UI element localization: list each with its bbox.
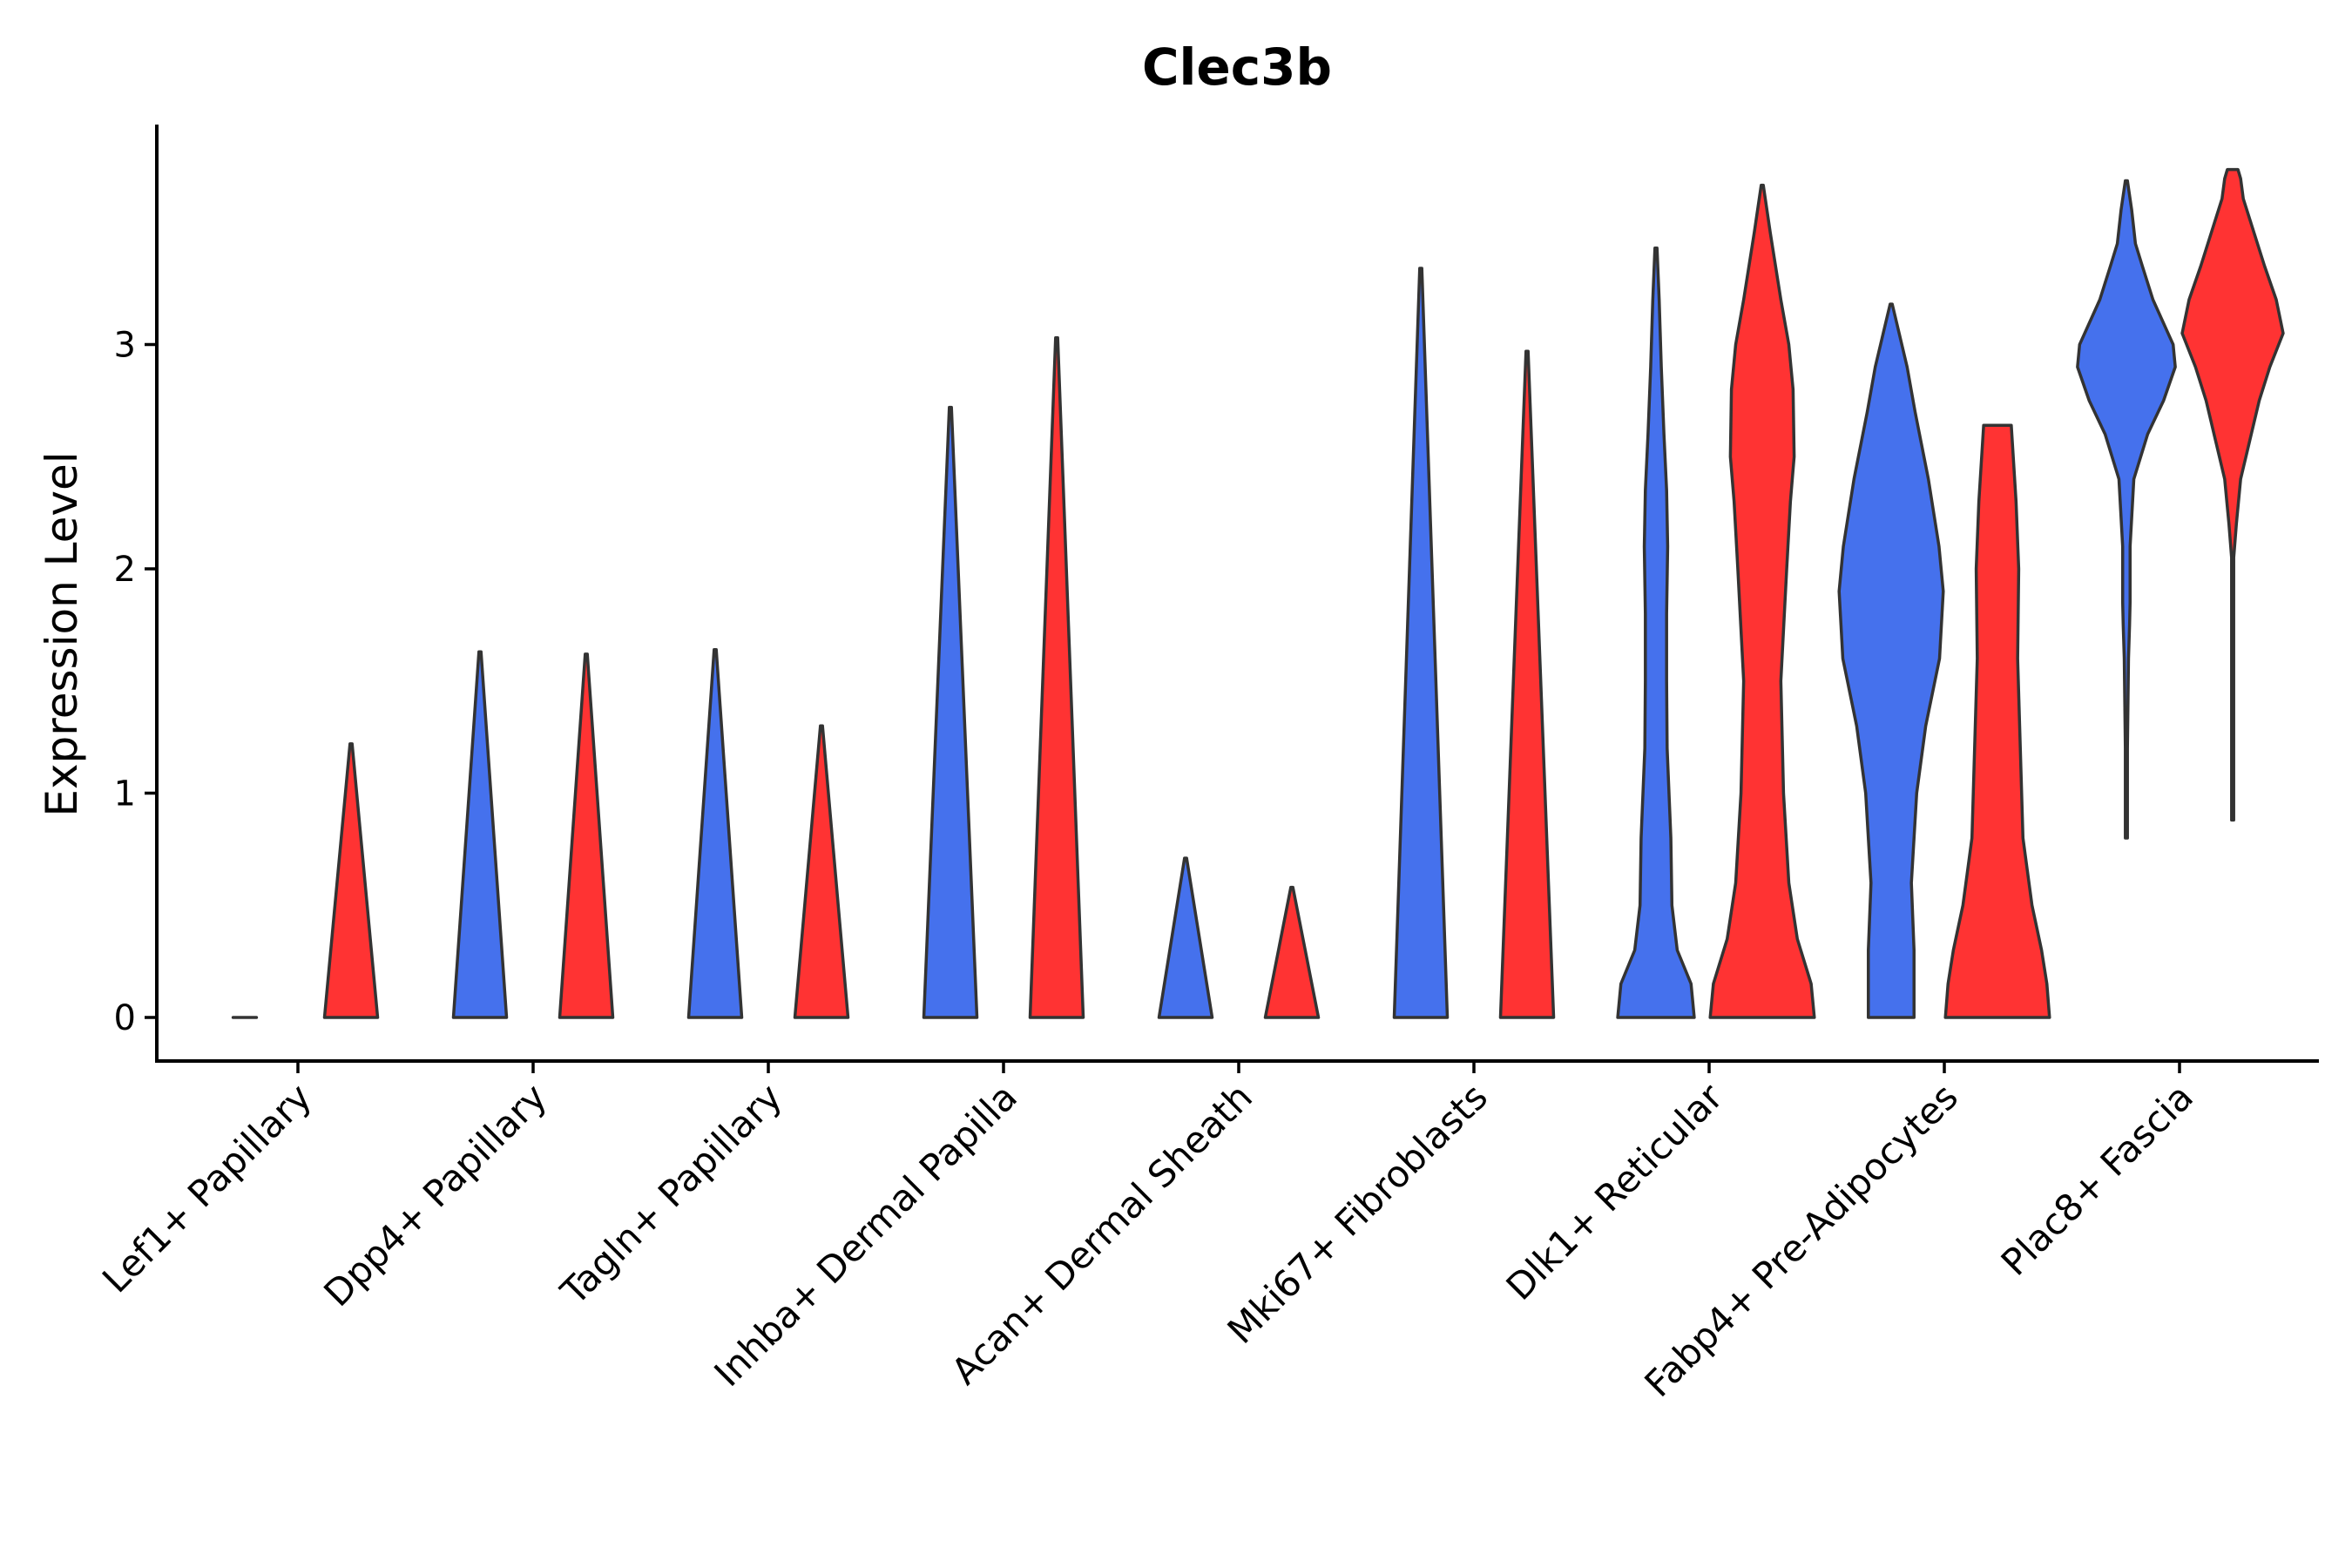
violin-2-2 (793, 724, 850, 1019)
violin-2-6 (1708, 183, 1816, 1019)
chart-title: Clec3b (1142, 37, 1332, 97)
violin-1-1 (451, 650, 509, 1019)
violin-1-2 (686, 647, 744, 1019)
y-ticks-group: 0 1 2 3 (114, 326, 157, 1038)
y-tick-label: 2 (114, 550, 136, 590)
violin-2-0 (322, 742, 380, 1019)
violin-2-5 (1498, 349, 1556, 1019)
x-tick-label: Mki67+ Fibroblasts (1220, 1075, 1496, 1351)
violin-1-6 (1616, 247, 1696, 1019)
x-tick-label: Dpp4+ Papillary (315, 1075, 555, 1315)
violin-1-7 (1837, 302, 1945, 1019)
violins-group (231, 167, 2285, 1019)
violin-2-7 (1943, 423, 2051, 1019)
y-tick-label: 3 (114, 326, 136, 366)
y-axis-title: Expression Level (37, 451, 87, 816)
x-tick-label: Lef1+ Papillary (94, 1075, 320, 1301)
x-tick-label: Tagln+ Papillary (552, 1075, 790, 1313)
y-tick-label: 0 (114, 998, 136, 1038)
violin-2-8 (2180, 167, 2285, 822)
violin-2-1 (558, 652, 615, 1019)
x-tick-label: Plac8+ Fascia (1993, 1075, 2201, 1283)
x-tick-label: Dlk1+ Reticular (1498, 1075, 1732, 1308)
violin-1-8 (2076, 179, 2177, 840)
violin-1-3 (922, 405, 979, 1019)
axes-group (155, 125, 2319, 1063)
violin-1-5 (1392, 267, 1450, 1019)
y-tick-label: 1 (114, 774, 136, 814)
violin-2-3 (1028, 336, 1085, 1019)
violin-2-4 (1263, 885, 1321, 1019)
violin-1-4 (1157, 856, 1214, 1019)
